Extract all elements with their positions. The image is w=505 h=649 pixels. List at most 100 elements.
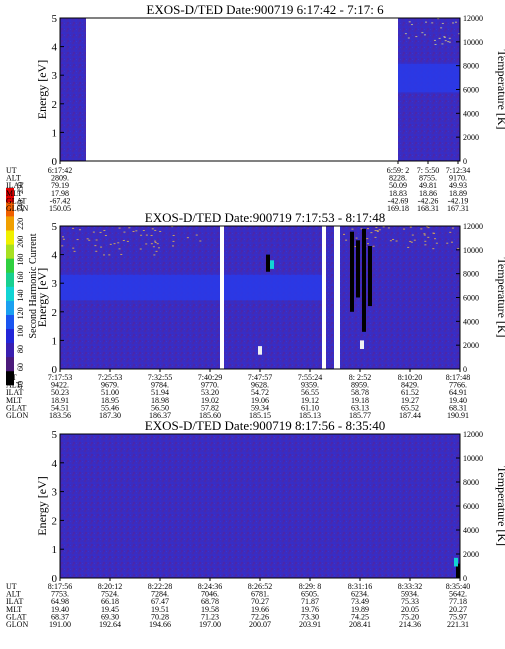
table-cell: 7284. <box>151 590 169 599</box>
table-cell: 18.98 <box>151 396 169 405</box>
data-gap <box>334 226 340 369</box>
energy-band <box>398 63 460 93</box>
speckle-dot <box>118 248 121 250</box>
speckle-dot <box>404 33 407 35</box>
table-cell: 8:17:48 <box>446 373 470 382</box>
speckle-dot <box>415 36 418 38</box>
table-cell: 19.40 <box>449 396 467 405</box>
speckle-dot <box>395 240 398 242</box>
speckle-dot <box>354 246 357 248</box>
table-cell: 203.91 <box>299 620 321 629</box>
data-gap <box>220 226 224 369</box>
y-tick-label: 0 <box>52 573 58 585</box>
table-cell: 185.15 <box>249 411 271 420</box>
table-cell: 186.37 <box>149 411 171 420</box>
y-tick-label: 2 <box>52 515 58 527</box>
table-row-label: MLT <box>6 605 22 614</box>
table-cell: 70.27 <box>251 597 269 606</box>
table-row-label: GLON <box>6 620 28 629</box>
y-tick-label: 4 <box>52 458 58 470</box>
table-cell: 194.66 <box>149 620 171 629</box>
y2-tick-label: 6000 <box>463 502 479 511</box>
orbit-table: UTALTILATMLTGLATGLON8:17:567753.64.9819.… <box>6 578 470 629</box>
speckle-dot <box>370 232 373 234</box>
table-cell: 19.40 <box>51 605 69 614</box>
data-gap <box>86 18 398 161</box>
table-cell: 69.30 <box>101 612 119 621</box>
speckle-dot <box>366 228 369 230</box>
intensity-spike <box>454 557 458 567</box>
speckle-dot <box>351 228 354 230</box>
speckle-dot <box>376 230 379 232</box>
colorbar-swatch <box>6 314 14 330</box>
colorbar-tick-label: 100 <box>16 325 25 337</box>
table-cell: 8755. <box>419 174 437 183</box>
table-cell: 8:17:56 <box>48 582 72 591</box>
table-cell: 6781. <box>251 590 269 599</box>
speckle-dot <box>73 250 76 252</box>
speckle-dot <box>454 21 457 23</box>
table-cell: 167.31 <box>447 204 469 213</box>
speckle-dot <box>109 243 112 245</box>
table-row-label: UT <box>6 373 17 382</box>
table-cell: 72.26 <box>251 612 269 621</box>
table-cell: 19.02 <box>201 396 219 405</box>
y-tick-label: 1 <box>52 127 58 139</box>
y-tick-label: 3 <box>52 487 58 499</box>
table-cell: 51.00 <box>101 388 119 397</box>
table-cell: 214.36 <box>399 620 421 629</box>
table-cell: 9422. <box>51 381 69 390</box>
table-row-label: GLAT <box>6 196 27 205</box>
speckle-dot <box>389 240 392 242</box>
speckle-dot <box>171 226 174 228</box>
y-axis-label: Energy [eV] <box>35 268 49 327</box>
table-cell: 18.86 <box>419 189 437 198</box>
table-cell: 8:29: 8 <box>299 582 321 591</box>
table-cell: 168.31 <box>417 204 439 213</box>
speckle-dot <box>427 227 430 229</box>
table-cell: 8:33:32 <box>398 582 422 591</box>
speckle-dot <box>360 228 363 230</box>
speckle-dot <box>447 41 450 43</box>
table-cell: -42.69 <box>388 196 409 205</box>
speckle-dot <box>374 236 377 238</box>
speckle-dot <box>375 227 378 229</box>
table-cell: 6:17:42 <box>48 166 72 175</box>
y2-tick-label: 10000 <box>463 454 483 463</box>
speckle-dot <box>100 246 103 248</box>
table-cell: 54.72 <box>251 388 269 397</box>
table-cell: 18.83 <box>389 189 407 198</box>
table-cell: 8:35:40 <box>446 582 470 591</box>
speckle-dot <box>76 239 79 241</box>
speckle-dot <box>108 254 111 256</box>
table-cell: 75.97 <box>449 612 467 621</box>
table-cell: 55.46 <box>101 403 119 412</box>
table-row-label: ILAT <box>6 388 23 397</box>
table-cell: 7:55:24 <box>298 373 322 382</box>
table-cell: 19.18 <box>351 396 369 405</box>
speckle-dot <box>61 245 64 247</box>
table-cell: 183.56 <box>49 411 71 420</box>
table-row-label: ALT <box>6 381 21 390</box>
colorbar-swatch <box>6 216 14 231</box>
speckle-dot <box>450 241 453 243</box>
colorbar-tick-label: 160 <box>16 272 25 284</box>
speckle-dot <box>154 240 157 242</box>
table-cell: 197.00 <box>199 620 221 629</box>
speckle-dot <box>72 247 75 249</box>
colorbar-swatch <box>6 244 14 259</box>
y2-tick-label: 6000 <box>463 86 479 95</box>
intensity-spike <box>362 228 366 332</box>
table-cell: 8959. <box>351 381 369 390</box>
table-cell: 68.78 <box>201 597 219 606</box>
orbit-table: UTALTILATMLTGLATGLON7:17:539422.50.2318.… <box>6 369 470 420</box>
y-tick-label: 4 <box>52 42 58 54</box>
table-cell: 49.93 <box>449 181 467 190</box>
colorbar-swatch <box>6 356 14 372</box>
table-cell: 71.87 <box>301 597 319 606</box>
speckle-dot <box>95 239 98 241</box>
speckle-dot <box>128 227 131 229</box>
speckle-dot <box>410 24 413 26</box>
